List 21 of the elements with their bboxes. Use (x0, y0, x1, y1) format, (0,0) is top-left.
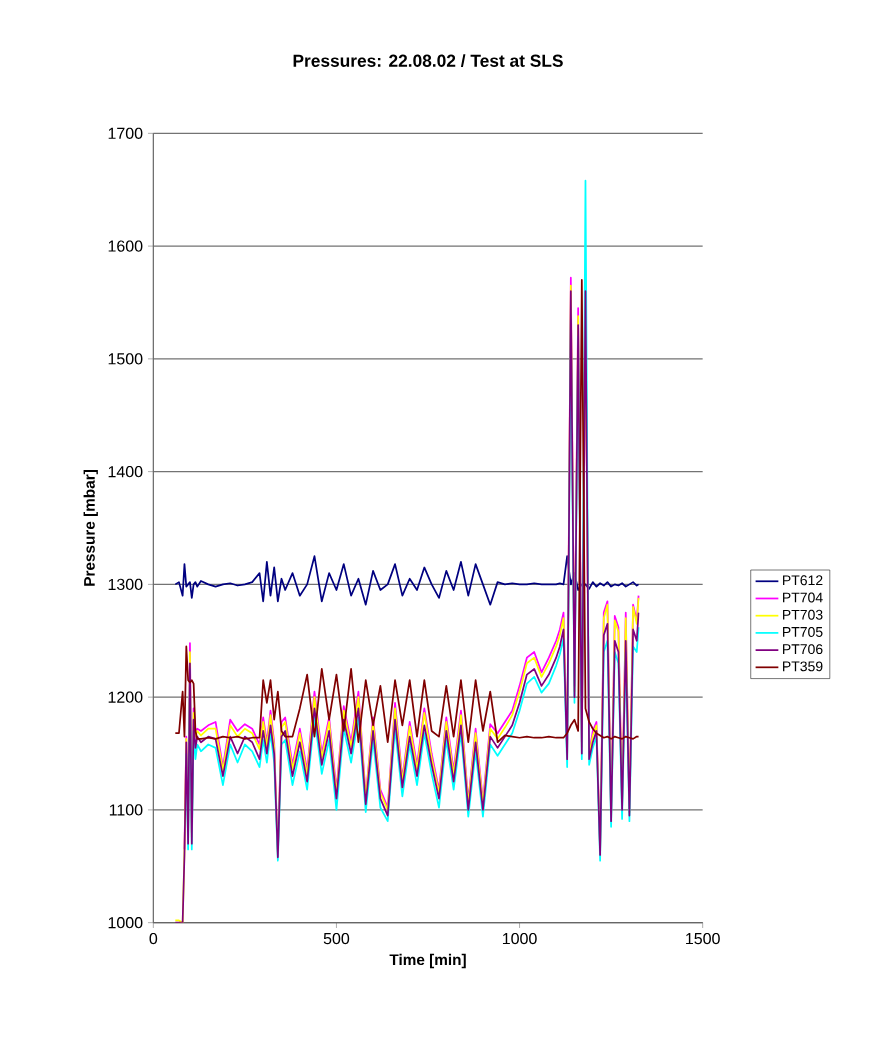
y-axis-title: Pressure [mbar] (83, 470, 98, 586)
y-tick-label: 1200 (108, 691, 143, 703)
x-axis-title: Time [min] (389, 953, 466, 969)
legend-label: PT705 (783, 626, 823, 637)
x-tick-label: 1000 (502, 932, 537, 945)
legend-label: PT704 (783, 592, 823, 603)
y-tick-label: 1600 (108, 240, 143, 252)
x-tick-label: 0 (149, 932, 158, 945)
legend-label: PT706 (783, 644, 823, 655)
legend-label: PT612 (783, 575, 823, 586)
y-tick-label: 1500 (108, 353, 143, 365)
legend-label: PT359 (783, 661, 823, 672)
y-tick-label: 1400 (108, 465, 143, 478)
chart-title: Pressures: 22.08.02 / Test at SLS (293, 54, 563, 68)
y-tick-label: 1000 (108, 917, 143, 929)
y-tick-label: 1300 (108, 578, 143, 591)
x-tick-label: 1500 (686, 932, 720, 945)
y-tick-label: 1700 (108, 127, 143, 139)
y-tick-label: 1100 (109, 804, 143, 816)
x-tick-label: 500 (323, 932, 350, 945)
legend-label: PT703 (783, 609, 823, 620)
